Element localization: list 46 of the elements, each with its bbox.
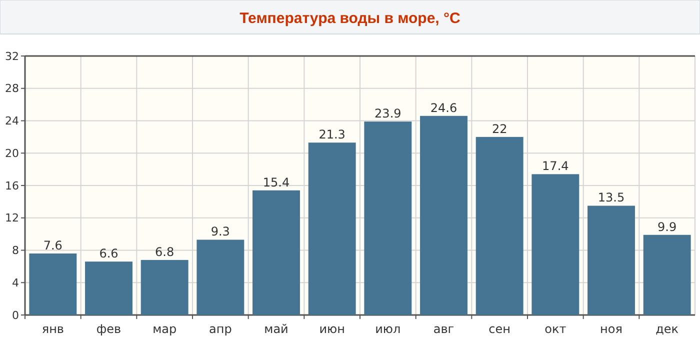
x-tick-label: май <box>264 322 288 336</box>
data-label: 6.6 <box>99 246 118 261</box>
x-tick-label: июн <box>319 322 345 336</box>
x-tick-label: янв <box>42 322 64 336</box>
bar <box>85 262 132 315</box>
bar <box>588 206 635 315</box>
y-tick-label: 24 <box>5 114 19 128</box>
data-label: 15.4 <box>262 175 290 190</box>
y-tick-label: 8 <box>12 244 19 258</box>
data-label: 21.3 <box>318 128 346 142</box>
x-tick-label: окт <box>544 322 566 336</box>
bar <box>476 136 524 315</box>
data-label: 17.4 <box>542 159 569 174</box>
data-label: 9.3 <box>210 224 230 239</box>
x-tick-label: мар <box>152 322 177 336</box>
x-tick-label: апр <box>209 322 232 336</box>
x-tick-label: дек <box>656 322 679 336</box>
bar <box>252 190 300 315</box>
chart-title: Температура воды в море, °C <box>240 10 461 27</box>
x-tick-label: сен <box>488 322 510 336</box>
data-label: 6.8 <box>155 244 174 259</box>
bar <box>29 253 77 315</box>
y-tick-label: 32 <box>5 50 19 63</box>
data-label: 24.6 <box>430 100 458 115</box>
bar <box>196 240 244 315</box>
bar <box>140 260 188 315</box>
data-label: 23.9 <box>374 106 402 121</box>
x-tick-label: фев <box>96 322 122 336</box>
x-tick-label: ноя <box>600 322 622 336</box>
data-label: 7.6 <box>43 238 62 252</box>
bar <box>532 174 580 315</box>
data-label: 22 <box>492 122 508 136</box>
bar <box>643 234 691 315</box>
x-tick-label: июл <box>375 322 401 336</box>
y-tick-label: 4 <box>12 276 19 290</box>
y-tick-label: 20 <box>5 146 19 160</box>
data-label: 13.5 <box>598 190 625 205</box>
y-tick-label: 16 <box>5 179 19 192</box>
y-tick-label: 0 <box>12 308 19 322</box>
y-tick-label: 28 <box>5 82 19 96</box>
bar <box>308 142 356 315</box>
bar <box>364 122 412 315</box>
data-label: 9.9 <box>658 220 677 234</box>
x-tick-label: авг <box>433 322 454 336</box>
y-tick-label: 12 <box>5 212 19 225</box>
bar <box>420 116 468 315</box>
